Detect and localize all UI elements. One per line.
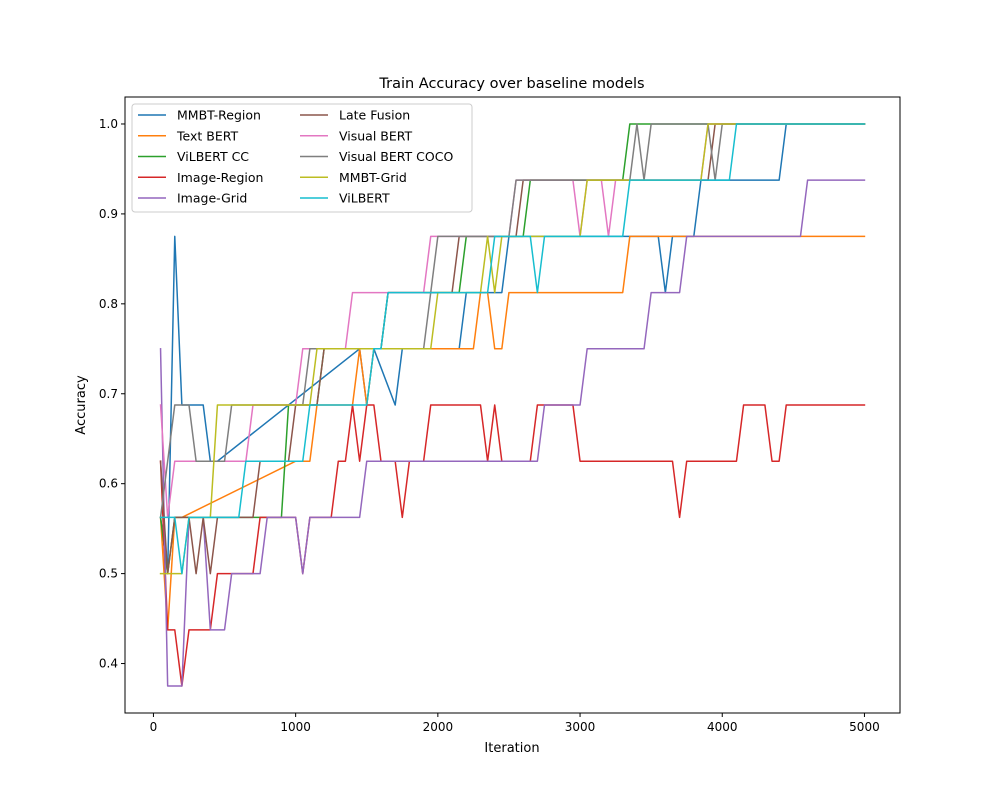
y-axis: 0.4 0.5 0.6 0.7 0.8 0.9 1.0	[99, 117, 125, 671]
legend-label-3: Image-Region	[177, 170, 263, 185]
x-tick-label: 5000	[849, 720, 880, 734]
x-tick-label: 3000	[565, 720, 596, 734]
axes-frame	[124, 96, 901, 714]
legend-label-4: Image-Grid	[177, 191, 247, 206]
series-line-7	[159, 123, 866, 519]
y-axis-label: Accuracy	[74, 375, 89, 435]
y-tick-label: 0.8	[99, 297, 118, 311]
legend-label-5: Late Fusion	[339, 108, 410, 123]
series-line-3	[159, 404, 866, 687]
chart-title: Train Accuracy over baseline models	[378, 76, 644, 92]
legend: MMBT-Region Text BERT ViLBERT CC Image-Regi…	[131, 103, 473, 213]
y-tick-label: 0.4	[99, 657, 118, 671]
series-line-4	[159, 179, 866, 687]
x-tick-label: 0	[150, 720, 158, 734]
legend-label-9: ViLBERT	[339, 191, 390, 206]
legend-label-0: MMBT-Region	[177, 108, 261, 123]
legend-label-1: Text BERT	[176, 128, 239, 143]
y-tick-label: 0.6	[99, 477, 118, 491]
legend-label-6: Visual BERT	[339, 128, 413, 143]
y-tick-label: 0.5	[99, 567, 118, 581]
series-line-9	[159, 123, 866, 575]
y-tick-label: 0.7	[99, 387, 118, 401]
x-axis-label: Iteration	[484, 741, 539, 756]
x-tick-label: 2000	[423, 720, 454, 734]
legend-label-8: MMBT-Grid	[339, 170, 407, 185]
legend-label-2: ViLBERT CC	[177, 149, 249, 164]
y-tick-label: 1.0	[99, 117, 118, 131]
legend-box	[131, 103, 473, 213]
legend-label-7: Visual BERT COCO	[339, 149, 453, 164]
x-axis: 0 1000 2000 3000 4000 5000	[150, 713, 880, 734]
x-tick-label: 1000	[280, 720, 311, 734]
plot-marks	[159, 123, 866, 687]
y-tick-label: 0.9	[99, 207, 118, 221]
x-tick-label: 4000	[707, 720, 738, 734]
series-line-1	[159, 235, 866, 631]
